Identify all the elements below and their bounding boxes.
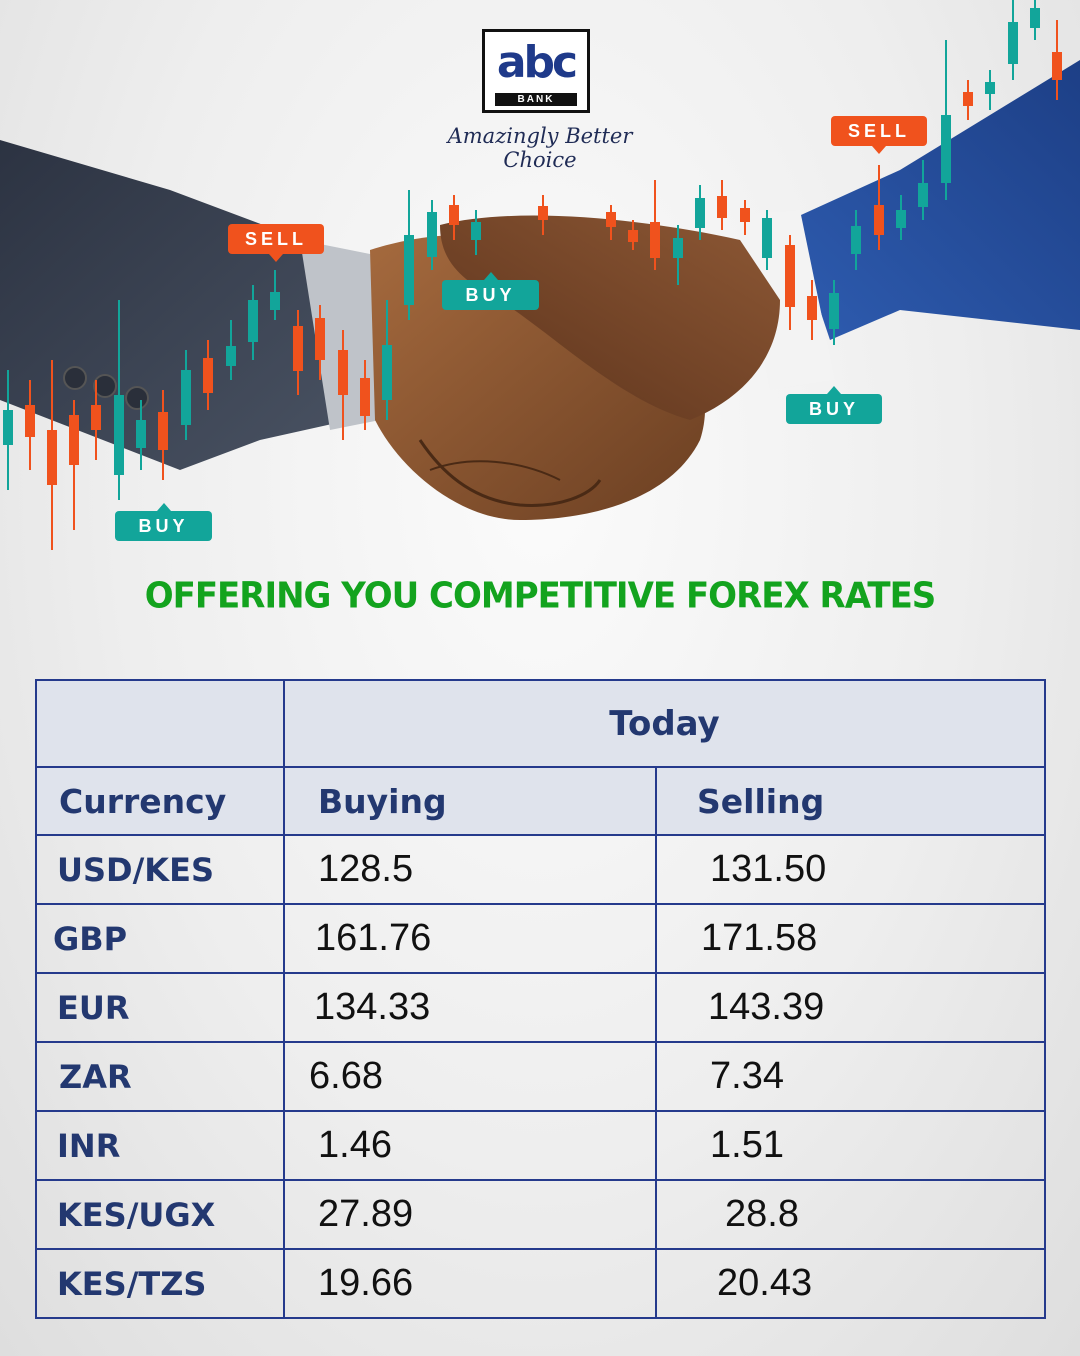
headline: OFFERING YOU COMPETITIVE FOREX RATES	[144, 575, 937, 617]
forex-rates-table: Today Currency Buying Selling USD/KES 12…	[35, 679, 1046, 1319]
empty-header-cell	[35, 679, 285, 768]
currency-cell: GBP	[35, 903, 285, 974]
buying-column-header: Buying	[283, 766, 657, 836]
buy-tag: BUY	[442, 272, 539, 310]
table-group-header-row: Today	[35, 679, 1046, 768]
buy-tag: BUY	[786, 386, 882, 424]
selling-rate-cell: 28.8	[655, 1179, 1046, 1250]
table-row: INR 1.46 1.51	[35, 1110, 1046, 1181]
selling-rate-cell: 7.34	[655, 1041, 1046, 1112]
right-sleeve	[790, 60, 1080, 340]
selling-rate-cell: 171.58	[655, 903, 1046, 974]
buying-rate-cell: 161.76	[283, 903, 657, 974]
handshake-hero-image	[0, 0, 1080, 550]
buying-rate-cell: 19.66	[283, 1248, 657, 1319]
today-header: Today	[283, 679, 1046, 768]
buying-rate-cell: 134.33	[283, 972, 657, 1043]
selling-rate-cell: 143.39	[655, 972, 1046, 1043]
logo-wordmark: abc	[496, 37, 578, 88]
sell-tag: SELL	[831, 116, 927, 154]
candlestick-chart-decoration	[3, 0, 1062, 550]
selling-rate-cell: 131.50	[655, 834, 1046, 905]
currency-column-header: Currency	[35, 766, 285, 836]
table-row: EUR 134.33 143.39	[35, 972, 1046, 1043]
currency-cell: INR	[35, 1110, 285, 1181]
buying-rate-cell: 1.46	[283, 1110, 657, 1181]
currency-cell: EUR	[35, 972, 285, 1043]
table-row: USD/KES 128.5 131.50	[35, 834, 1046, 905]
table-row: KES/UGX 27.89 28.8	[35, 1179, 1046, 1250]
buying-rate-cell: 128.5	[283, 834, 657, 905]
currency-cell: KES/UGX	[35, 1179, 285, 1250]
selling-rate-cell: 1.51	[655, 1110, 1046, 1181]
right-hand	[440, 215, 780, 420]
table-column-header-row: Currency Buying Selling	[35, 766, 1046, 836]
currency-cell: KES/TZS	[35, 1248, 285, 1319]
abc-bank-logo: abc BANK	[482, 29, 590, 113]
table-row: ZAR 6.68 7.34	[35, 1041, 1046, 1112]
table-row: GBP 161.76 171.58	[35, 903, 1046, 974]
currency-cell: ZAR	[35, 1041, 285, 1112]
selling-rate-cell: 20.43	[655, 1248, 1046, 1319]
table-row: KES/TZS 19.66 20.43	[35, 1248, 1046, 1319]
buy-tag: BUY	[115, 503, 212, 541]
buying-rate-cell: 27.89	[283, 1179, 657, 1250]
left-sleeve	[0, 140, 365, 470]
buying-rate-cell: 6.68	[283, 1041, 657, 1112]
brand-tagline: Amazingly Better Choice	[447, 124, 633, 172]
sell-tag: SELL	[228, 224, 324, 262]
currency-cell: USD/KES	[35, 834, 285, 905]
logo-bank-label: BANK	[495, 93, 577, 106]
selling-column-header: Selling	[655, 766, 1046, 836]
